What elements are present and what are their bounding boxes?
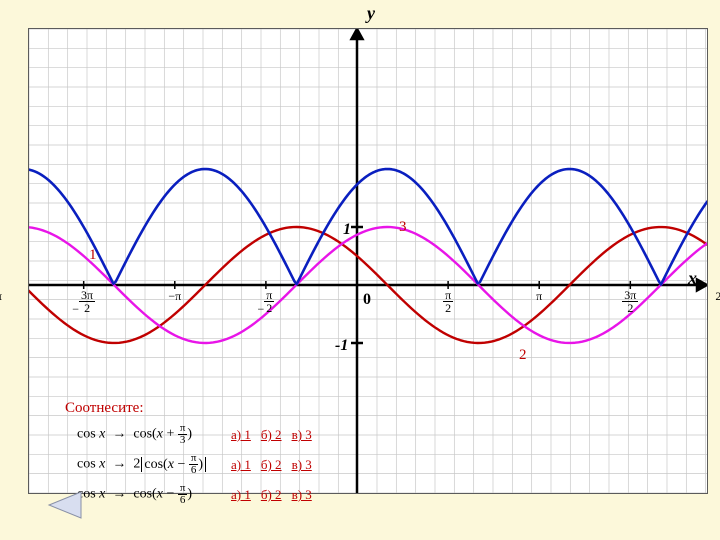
answers-row-1: а) 1 б) 2 в) 3	[231, 427, 322, 443]
curve-label-1: 1	[89, 247, 97, 264]
x-tick: −2π	[0, 289, 11, 304]
tick-zero: 0	[363, 291, 371, 309]
answers-row-3: а) 1 б) 2 в) 3	[231, 487, 322, 503]
x-tick: 2π	[703, 289, 720, 304]
answer-link[interactable]: в) 3	[292, 487, 312, 502]
x-tick: −π2	[248, 289, 284, 317]
curve-label-2: 2	[519, 347, 527, 364]
answer-link[interactable]: в) 3	[292, 457, 312, 472]
x-tick: −3π2	[66, 289, 102, 317]
answer-link[interactable]: б) 2	[261, 457, 282, 472]
curve-label-3: 3	[399, 219, 407, 236]
y-axis-label: y	[367, 3, 375, 24]
x-tick: π2	[430, 289, 466, 317]
answer-link[interactable]: в) 3	[292, 427, 312, 442]
formula-2: cos x → 2cos(x − π6)	[77, 453, 207, 476]
formula-3: cos x → cos(x − π6)	[77, 483, 192, 506]
x-tick: 3π2	[612, 289, 648, 317]
answer-link[interactable]: а) 1	[231, 487, 251, 502]
answer-link[interactable]: б) 2	[261, 487, 282, 502]
triangle-left-icon	[45, 490, 85, 520]
tick-one: 1	[343, 221, 351, 239]
match-title: Соотнесите:	[65, 400, 144, 417]
x-tick: −π	[157, 289, 193, 304]
x-tick: π	[521, 289, 557, 304]
chart-panel: y 0 1 -1 −2π−3π2−π−π2π2π3π22π 123 Соотне…	[28, 28, 708, 494]
formula-1: cos x → cos(x + π3)	[77, 423, 192, 446]
nav-back-button[interactable]	[45, 490, 85, 520]
x-axis-label: x	[688, 268, 697, 289]
answer-link[interactable]: а) 1	[231, 427, 251, 442]
answers-row-2: а) 1 б) 2 в) 3	[231, 457, 322, 473]
answer-link[interactable]: б) 2	[261, 427, 282, 442]
tick-minus-one: -1	[335, 337, 348, 355]
answer-link[interactable]: а) 1	[231, 457, 251, 472]
